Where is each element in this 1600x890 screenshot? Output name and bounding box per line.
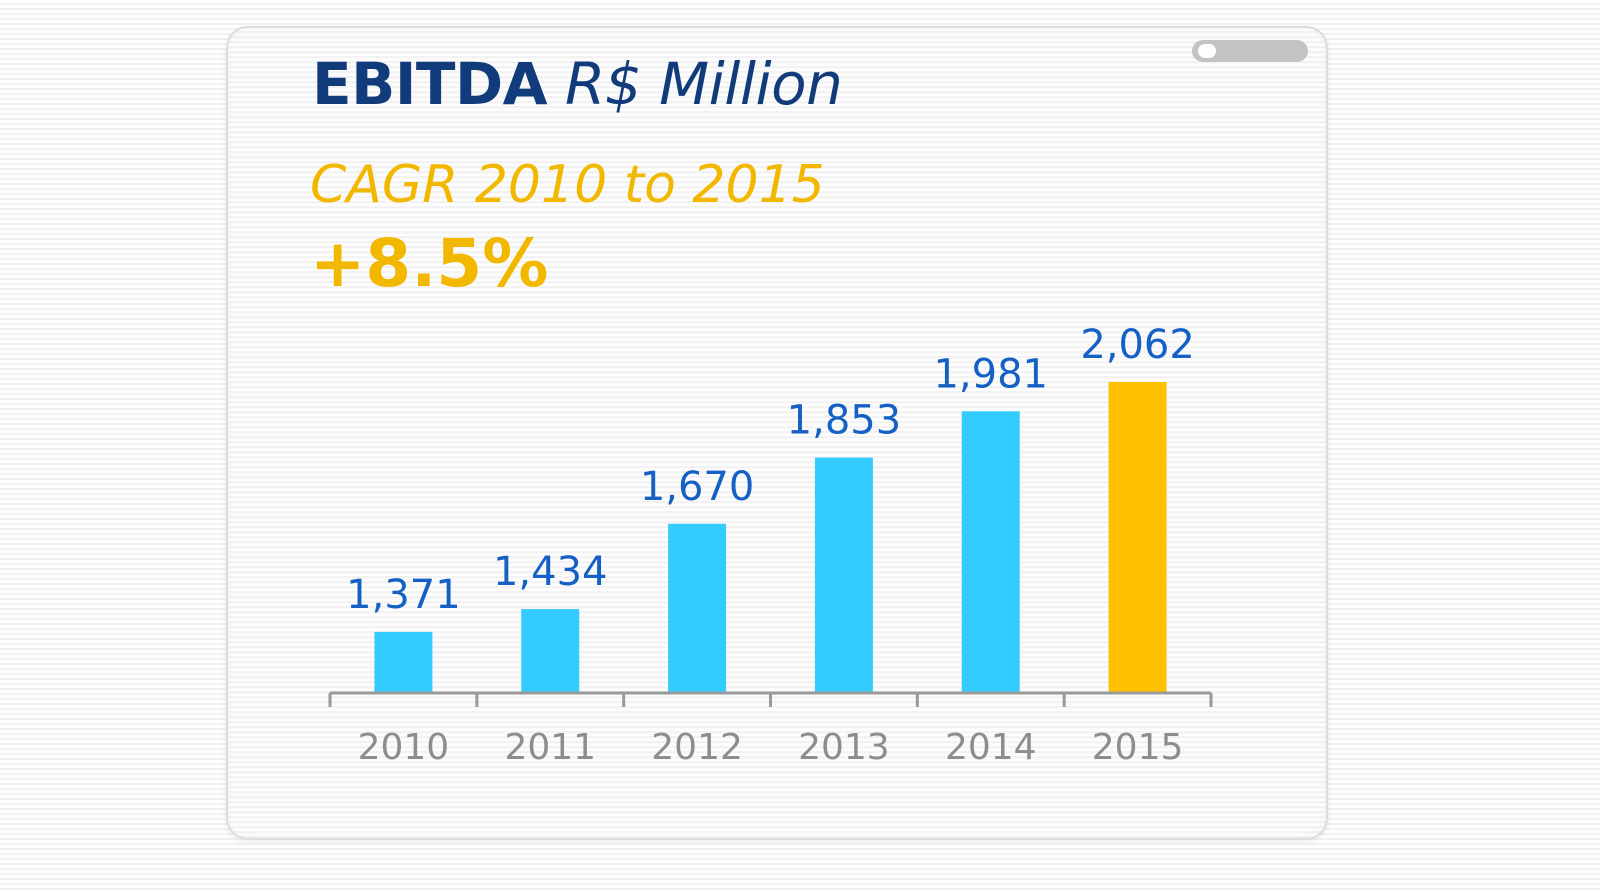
cagr-label: CAGR 2010 to 2015 xyxy=(310,155,825,215)
labels-layer: 1,371 2010 1,434 2011 1,670 2012 1,853 2013 1,98… xyxy=(346,322,1195,768)
bar-2010 xyxy=(374,631,433,693)
value-label-2010: 1,371 xyxy=(346,572,461,618)
bar-2013 xyxy=(814,457,873,693)
x-tick-label-2015: 2015 xyxy=(1092,727,1184,768)
value-label-2011: 1,434 xyxy=(493,549,608,595)
x-axis xyxy=(328,691,1213,707)
x-tick-label-2014: 2014 xyxy=(945,727,1037,768)
x-tick-label-2010: 2010 xyxy=(358,727,450,768)
bar-2012 xyxy=(668,523,727,693)
value-label-2012: 1,670 xyxy=(640,464,755,510)
x-tick-label-2013: 2013 xyxy=(798,727,890,768)
bar-2015 xyxy=(1108,382,1167,693)
bar-2011 xyxy=(521,609,580,693)
toggle-knob[interactable] xyxy=(1198,44,1216,58)
x-tick-label-2011: 2011 xyxy=(504,727,596,768)
chart-title: EBITDA R$ Million xyxy=(312,50,843,118)
chart-title-main: EBITDA xyxy=(312,50,548,118)
bar-2014 xyxy=(961,411,1020,693)
x-tick-label-2012: 2012 xyxy=(651,727,743,768)
value-label-2013: 1,853 xyxy=(787,398,902,444)
cagr-value: +8.5% xyxy=(310,225,549,302)
bars-layer xyxy=(374,382,1167,693)
toggle-switch[interactable] xyxy=(1192,40,1308,62)
value-label-2015: 2,062 xyxy=(1080,322,1195,368)
chart-title-unit: R$ Million xyxy=(564,50,843,118)
value-label-2014: 1,981 xyxy=(933,351,1048,397)
